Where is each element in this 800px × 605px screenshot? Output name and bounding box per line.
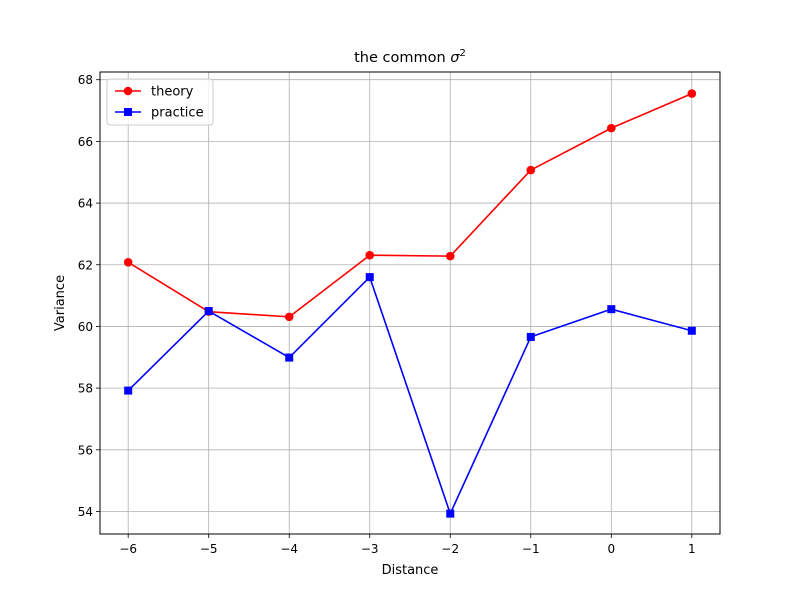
series-theory-line — [127, 92, 693, 318]
series-practice-point — [285, 353, 294, 362]
chart-title-superscript: 2 — [460, 48, 466, 59]
x-tick-label: −3 — [361, 542, 379, 556]
series-theory-point — [365, 250, 375, 260]
legend: theory practice — [106, 78, 214, 126]
series-theory-point — [687, 89, 697, 98]
chart-title-symbol: σ — [450, 50, 460, 66]
x-tick-label: −6 — [119, 542, 137, 556]
x-tick-label: −1 — [522, 542, 540, 556]
series-practice-point — [526, 332, 535, 341]
grid — [100, 72, 720, 534]
series-practice-point — [365, 273, 374, 282]
y-tick-label: 66 — [78, 135, 93, 149]
legend-theory-marker — [123, 86, 133, 96]
series-theory-point — [445, 251, 455, 261]
series-theory-point — [123, 257, 133, 267]
ticks: −6 −5 −4 −3 −2 −1 0 1 54 56 58 60 62 64 66 68 — [78, 73, 696, 556]
y-tick-label: 60 — [78, 320, 93, 334]
series-practice-line — [127, 276, 693, 515]
x-tick-label: 0 — [607, 542, 615, 556]
series-theory-point — [606, 123, 616, 133]
series-practice-point — [446, 509, 455, 518]
x-tick-label: −5 — [200, 542, 218, 556]
legend-practice-marker — [124, 108, 132, 116]
legend-practice-label: practice — [151, 106, 204, 121]
series-practice-point — [607, 305, 616, 314]
series-practice-point — [204, 307, 213, 316]
series-theory-point — [284, 312, 294, 322]
series-practice-point — [124, 386, 133, 395]
x-tick-label: −2 — [441, 542, 459, 556]
y-axis-label: Variance — [53, 275, 68, 331]
y-tick-label: 58 — [78, 382, 93, 396]
y-tick-label: 62 — [78, 258, 93, 272]
series-practice-point — [687, 326, 696, 335]
legend-theory-label: theory — [151, 85, 194, 100]
y-tick-label: 54 — [78, 505, 93, 519]
y-tick-label: 56 — [78, 443, 93, 457]
x-tick-label: 1 — [688, 542, 696, 556]
axes-frame — [99, 71, 721, 535]
chart-title: the common σ2 — [354, 48, 466, 66]
y-tick-label: 64 — [78, 197, 93, 211]
series-theory-point — [526, 165, 536, 175]
chart-title-prefix: the common — [354, 50, 450, 66]
series-layer — [123, 89, 697, 518]
x-axis-label: Distance — [382, 563, 439, 578]
y-tick-label: 68 — [78, 73, 93, 87]
x-tick-label: −4 — [280, 542, 298, 556]
